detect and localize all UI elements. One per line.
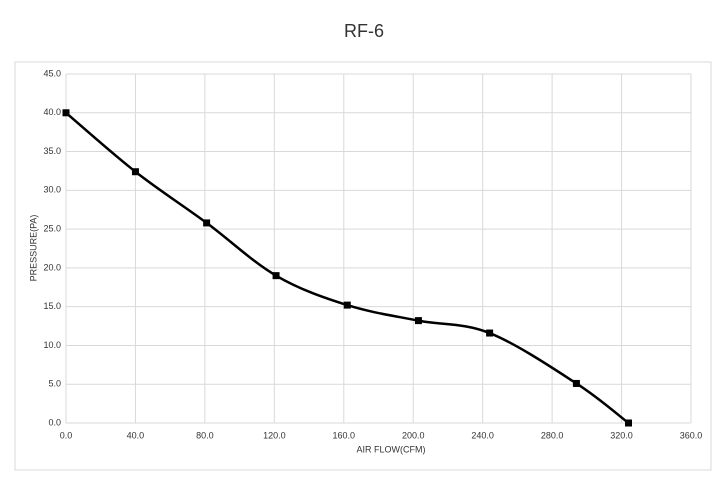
data-point [131,168,139,176]
y-tick-label: 25.0 [43,223,61,233]
y-tick-label: 40.0 [43,107,61,117]
x-axis-label: AIR FLOW(CFM) [357,444,426,454]
data-point [272,272,280,280]
data-point [572,379,580,387]
data-point [625,419,632,427]
chart-frame [14,61,712,471]
data-point [343,301,351,309]
x-tick-label: 40.0 [127,430,145,440]
x-tick-label: 240.0 [471,430,494,440]
data-point [414,317,422,325]
data-point [486,329,494,337]
y-tick-label: 30.0 [43,185,61,195]
x-tick-label: 280.0 [541,430,564,440]
x-tick-label: 120.0 [263,430,286,440]
y-tick-label: 15.0 [43,301,61,311]
y-tick-label: 45.0 [43,68,61,78]
chart-title: RF-6 [344,21,384,41]
y-tick-label: 35.0 [43,146,61,156]
x-tick-label: 80.0 [196,430,214,440]
data-point [203,219,211,227]
x-tick-label: 360.0 [680,430,703,440]
x-tick-label: 160.0 [333,430,356,440]
x-tick-label: 320.0 [610,430,633,440]
data-point [62,109,70,117]
x-tick-label: 0.0 [60,430,73,440]
y-tick-label: 5.0 [48,379,61,389]
y-tick-label: 0.0 [48,417,61,427]
y-axis-label: PRESSURE(PA) [28,215,38,282]
y-tick-label: 10.0 [43,340,61,350]
x-tick-label: 200.0 [402,430,425,440]
y-tick-label: 20.0 [43,262,61,272]
